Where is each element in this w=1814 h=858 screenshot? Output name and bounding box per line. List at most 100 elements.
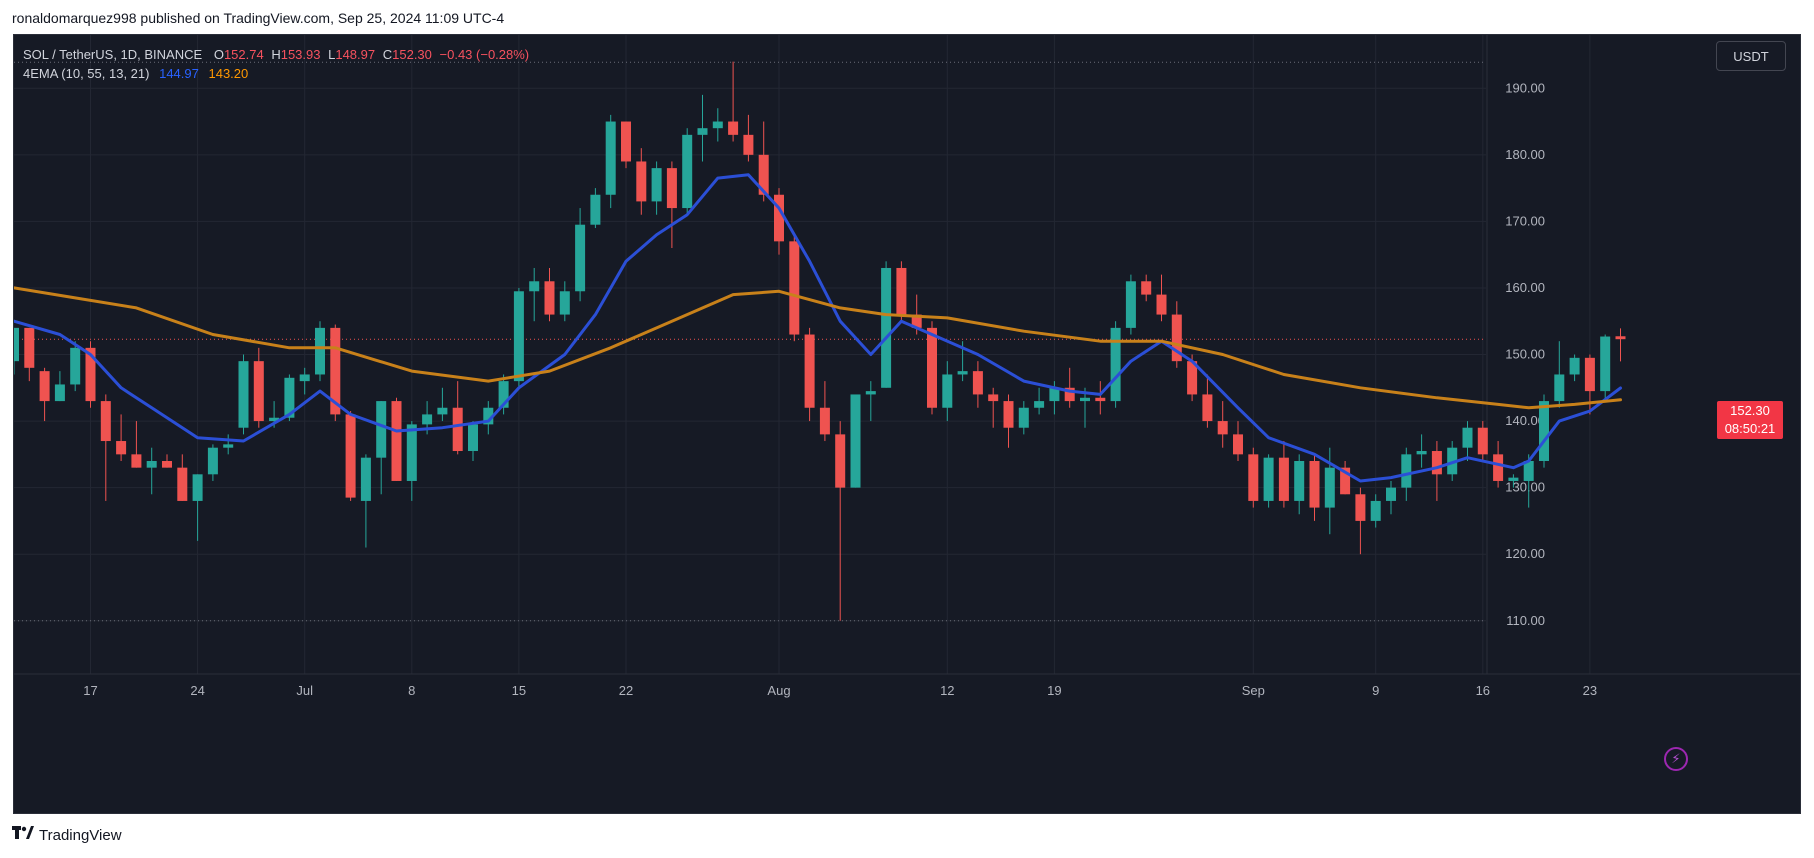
candle-body	[376, 401, 387, 458]
candle-body	[299, 374, 310, 382]
candle-body	[498, 381, 509, 408]
candle-body	[957, 371, 968, 375]
tradingview-logo-icon	[12, 826, 34, 844]
open-label: O	[213, 47, 224, 62]
candle-body	[452, 407, 463, 452]
y-tick-label: 160.00	[1505, 280, 1545, 295]
y-tick-label: 130.00	[1505, 480, 1545, 495]
candle-body	[1508, 477, 1519, 481]
candle-body	[1141, 281, 1152, 295]
candle-body	[621, 121, 631, 162]
candle-body	[14, 327, 19, 362]
ema-fast-line	[14, 173, 1622, 483]
ema-slow-value: 143.20	[208, 66, 249, 81]
candle-body	[1018, 407, 1029, 428]
candle-body	[1156, 294, 1167, 315]
candle-body	[1125, 281, 1136, 328]
candle-body	[1278, 457, 1289, 501]
candle-body	[1340, 467, 1351, 495]
candle-body	[269, 417, 280, 422]
candle-body	[223, 444, 234, 448]
candle-body	[24, 327, 35, 368]
lightning-icon[interactable]: ⚡	[1664, 747, 1688, 771]
candle-body	[437, 407, 448, 415]
candle-body	[1294, 461, 1305, 501]
publisher-line: ronaldomarquez998 published on TradingVi…	[12, 10, 505, 26]
candle-body	[850, 394, 861, 488]
candle-body	[575, 224, 586, 292]
candle-body	[1477, 427, 1488, 455]
candle-body	[1034, 401, 1045, 408]
candle-body	[1539, 401, 1549, 461]
indicator-legend-row: 4EMA (10, 55, 13, 21) 144.97 143.20	[23, 64, 529, 83]
y-tick-label: 140.00	[1505, 413, 1545, 428]
candle-body	[1462, 427, 1473, 448]
last-price-badge: 152.30 08:50:21	[1717, 401, 1783, 439]
chart-legend: SOL / TetherUS, 1D, BINANCE O152.74 H153…	[23, 45, 529, 83]
candle-body	[927, 327, 937, 408]
candle-body	[513, 291, 524, 382]
x-tick-label: 12	[940, 683, 954, 698]
candle-body	[682, 134, 693, 209]
candle-body	[207, 447, 218, 475]
candle-body	[1569, 357, 1580, 375]
x-tick-label: 19	[1047, 683, 1061, 698]
candle-body	[544, 281, 555, 315]
candle-body	[1187, 361, 1198, 395]
candle-body	[1324, 467, 1335, 508]
candle-body	[284, 377, 295, 418]
x-tick-label: 15	[512, 683, 526, 698]
x-tick-label: 23	[1583, 683, 1597, 698]
tradingview-logo-shape	[12, 826, 34, 839]
candle-body	[54, 384, 65, 402]
candle-body	[146, 461, 157, 468]
candle-body	[1554, 374, 1565, 402]
candle-body	[1248, 454, 1259, 501]
candle-body	[131, 454, 142, 468]
candle-body	[819, 407, 830, 435]
candle-body	[942, 374, 953, 408]
candle-body	[835, 434, 846, 488]
bar-countdown: 08:50:21	[1724, 421, 1776, 436]
candle-body	[70, 347, 81, 385]
candle-body	[391, 401, 402, 481]
candle-body	[1370, 500, 1381, 521]
high-label: H	[271, 47, 281, 62]
candle-body	[1064, 387, 1075, 402]
candle-body	[865, 391, 876, 395]
footer-brand-label: TradingView	[39, 826, 122, 844]
candle-body	[1309, 461, 1320, 508]
candle-body	[1600, 336, 1611, 392]
candle-body	[238, 361, 249, 428]
candle-body	[1355, 494, 1366, 521]
low-value: 148.97	[335, 47, 376, 62]
change-value: −0.43 (−0.28%)	[439, 47, 530, 62]
indicator-label[interactable]: 4EMA (10, 55, 13, 21)	[23, 66, 150, 81]
x-tick-label: 22	[619, 683, 633, 698]
candle-body	[39, 371, 50, 402]
chart-panel[interactable]: 110.00 120.00 130.00 140.00 150.00 160.00 170.…	[13, 34, 1801, 814]
candle-body	[590, 194, 601, 225]
candle-body	[406, 424, 417, 481]
candle-body	[360, 457, 371, 501]
candle-body	[896, 267, 907, 315]
symbol-label[interactable]: SOL / TetherUS, 1D, BINANCE	[23, 47, 203, 62]
candle-body	[468, 424, 478, 452]
candle-body	[666, 168, 677, 209]
price-chart[interactable]: 110.00 120.00 130.00 140.00 150.00 160.00 170.…	[14, 35, 1800, 813]
candle-body	[1217, 421, 1228, 435]
candle-body	[1171, 314, 1182, 362]
y-tick-label: 180.00	[1505, 147, 1545, 162]
x-tick-label: 24	[190, 683, 204, 698]
candle-body	[1233, 434, 1243, 455]
candle-body	[1110, 327, 1121, 402]
candle-body	[1431, 451, 1442, 475]
x-tick-label: 16	[1476, 683, 1490, 698]
candle-body	[911, 314, 922, 328]
ohlc-legend-row: SOL / TetherUS, 1D, BINANCE O152.74 H153…	[23, 45, 529, 64]
currency-button[interactable]: USDT	[1716, 41, 1786, 71]
x-tick-label: Aug	[767, 683, 790, 698]
candle-body	[988, 394, 999, 402]
footer-brand[interactable]: TradingView	[12, 826, 122, 844]
candle-body	[1202, 394, 1213, 422]
